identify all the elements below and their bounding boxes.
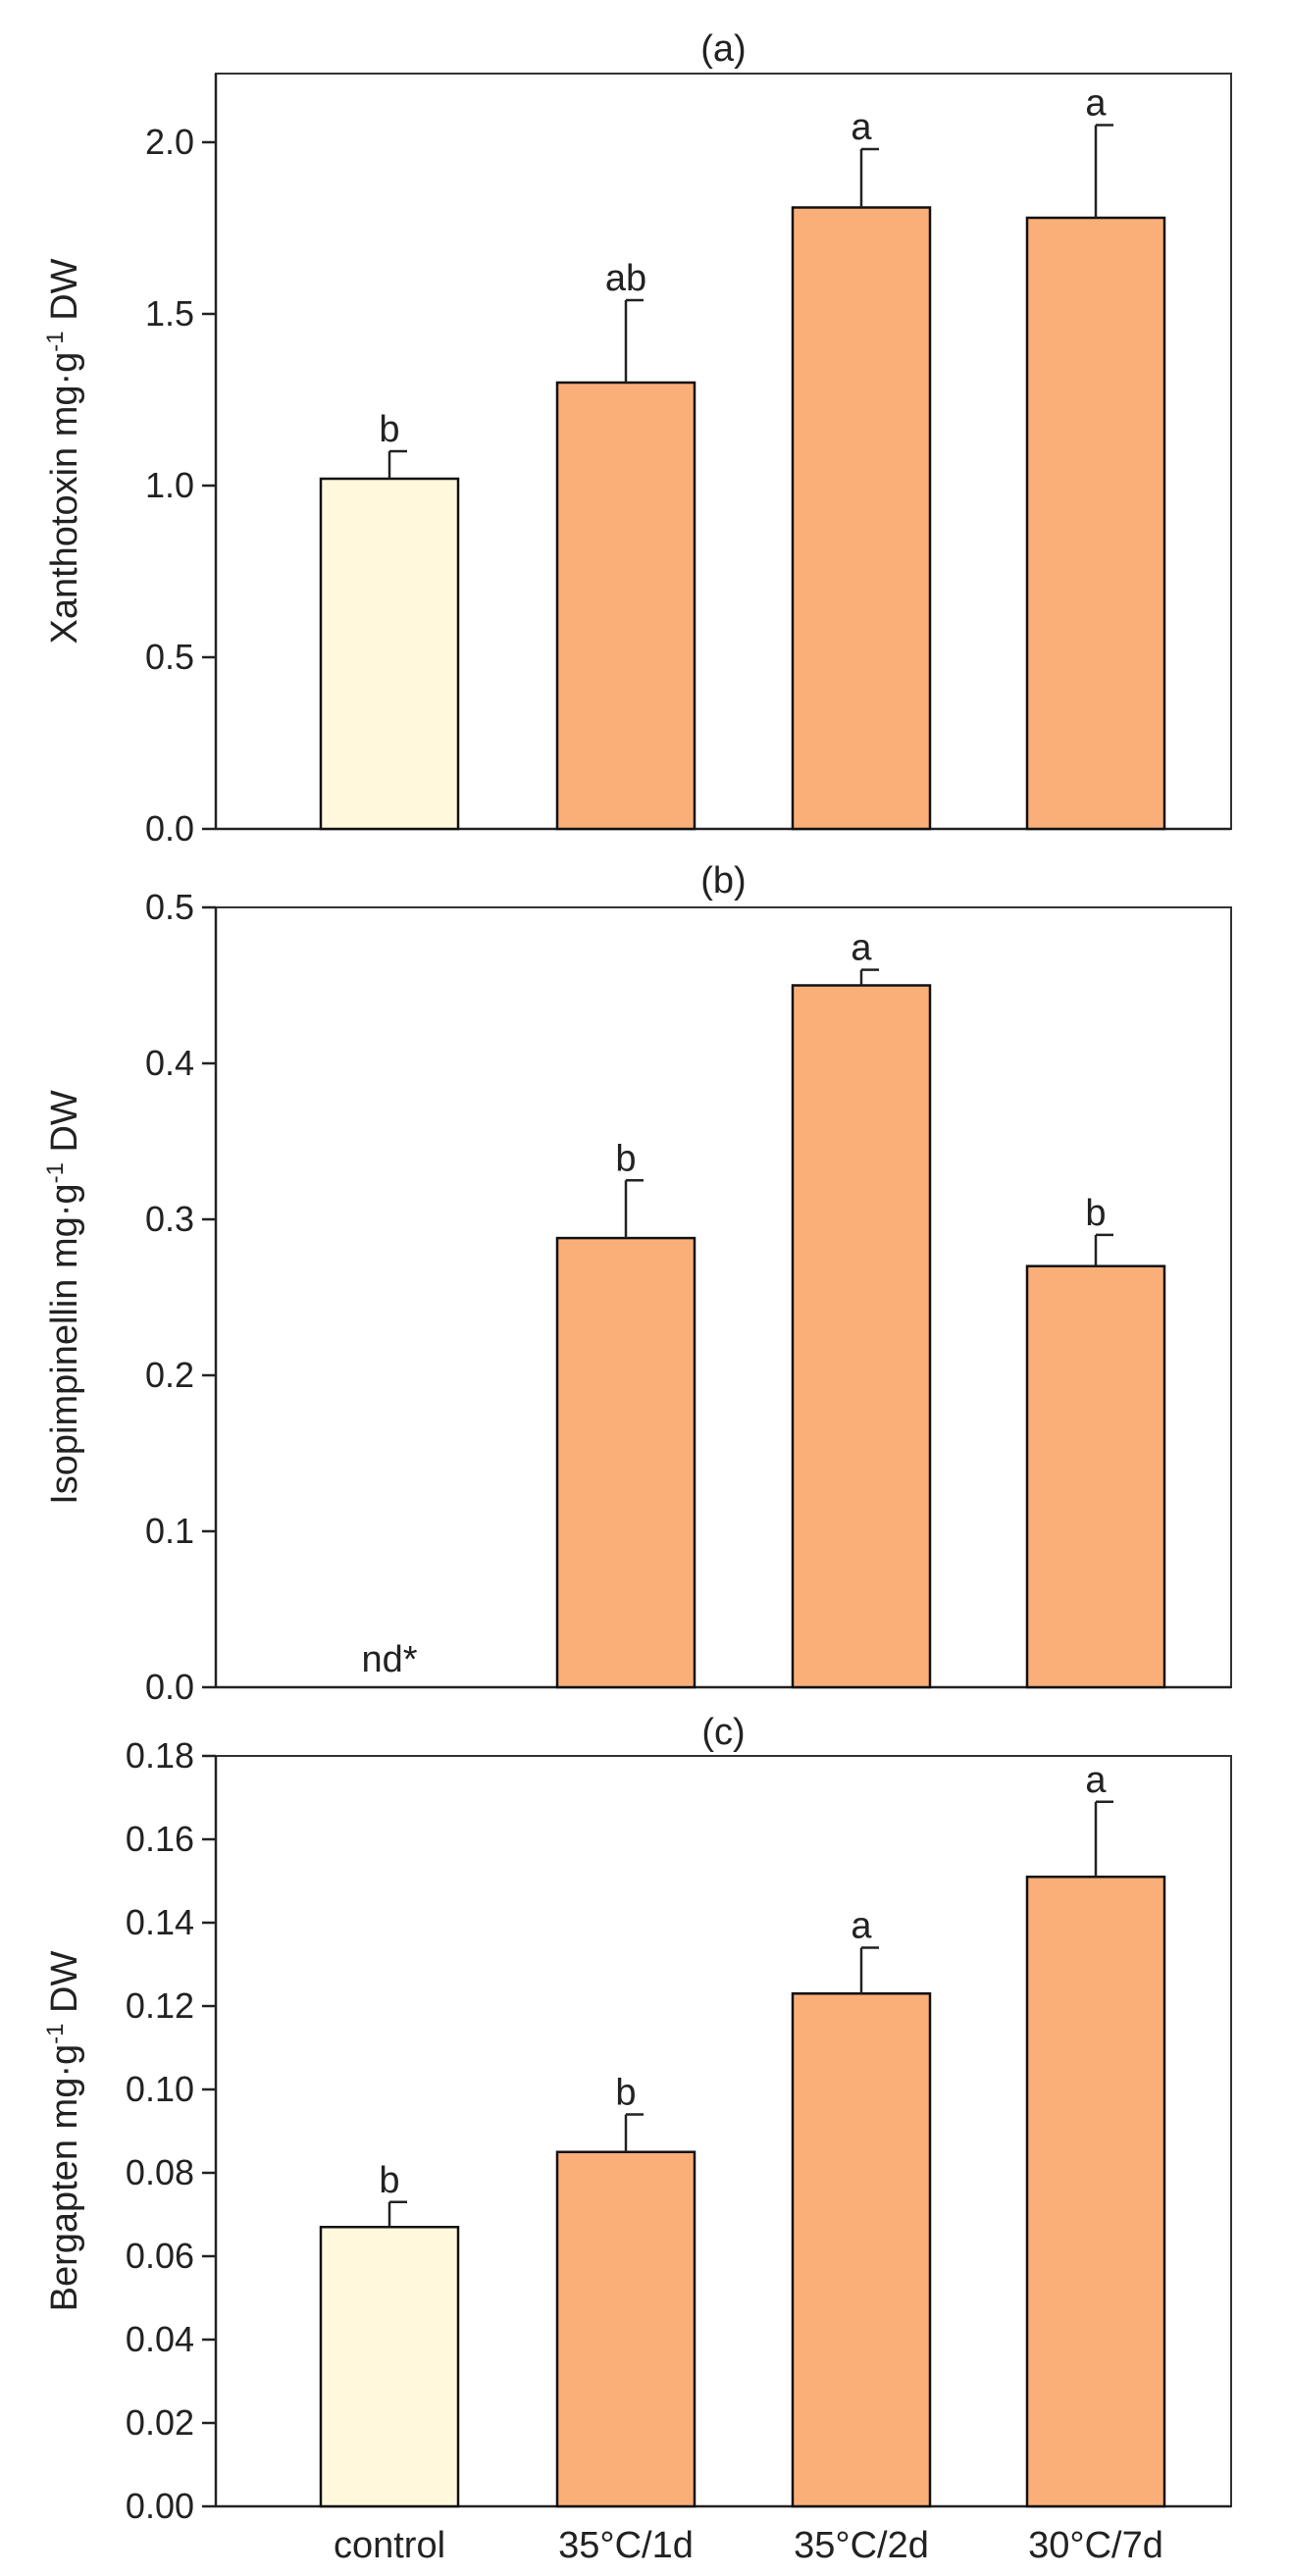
significance-label-0: b [379,2160,399,2201]
bar-0 [319,2226,460,2508]
chart-panel-2: (c) 0.00 0.02 0.04 0.06 0.08 0.10 0.12 0.14 0.16 0… [42,1712,1232,2526]
bar-1 [555,2150,697,2508]
chart-panel-0: (a) 0.0 0.5 1.0 1.5 2.0 Xanthotoxin mg·g-1 DW b… [42,28,1232,849]
y-tick-label: 0.18 [126,1735,194,1776]
panel-title: (c) [701,1712,745,1753]
y-tick-label: 0.12 [126,1985,194,2026]
bar-1 [555,381,697,831]
y-axis-title-main: Bergapten mg·g [44,2044,85,2312]
y-tick-label: 0.1 [145,1511,194,1551]
significance-label-2: a [851,928,872,969]
bar-3 [1025,1264,1166,1689]
chart-panel-1: (b) 0.0 0.1 0.2 0.3 0.4 0.5 Isopimpinellin mg·g… [42,860,1232,1707]
y-tick-label: 0.10 [126,2069,194,2109]
significance-label-2: a [851,1906,872,1947]
y-tick-label: 0.4 [145,1043,194,1083]
panel-title: (a) [700,28,746,70]
significance-label-1: b [615,2073,636,2114]
bar-2 [791,1992,932,2508]
y-axis-title-unit: DW [44,258,85,331]
y-tick-label: 0.04 [126,2319,194,2359]
y-axis-title-unit: DW [44,1951,85,2024]
y-tick-label: 0.2 [145,1355,194,1395]
y-tick-label: 0.0 [145,1667,194,1707]
significance-label-1: ab [605,258,646,299]
y-axis-title-superscript: -1 [42,1162,69,1183]
y-tick-label: 0.5 [145,887,194,927]
bar-2 [791,984,932,1689]
significance-label-2: a [851,107,872,148]
significance-label-3: a [1085,83,1107,125]
significance-label-3: a [1085,1760,1107,1801]
y-tick-label: 2.0 [145,122,194,162]
y-tick-label: 0.16 [126,1819,194,1859]
y-tick-label: 0.00 [126,2486,194,2526]
bar-0 [319,477,460,831]
y-tick-label: 1.0 [145,465,194,505]
bar-3 [1025,216,1166,831]
y-axis-title: Xanthotoxin mg·g-1 DW [42,258,85,644]
y-tick-label: 0.5 [145,637,194,677]
y-axis-title-main: Xanthotoxin mg·g [44,352,85,644]
y-tick-label: 1.5 [145,293,194,334]
y-axis-title: Isopimpinellin mg·g-1 DW [42,1090,85,1505]
bar-3 [1025,1876,1166,2508]
y-axis-title: Bergapten mg·g-1 DW [42,1951,85,2312]
y-tick-label: 0.14 [126,1902,194,1942]
not-detected-label: nd* [361,1639,417,1680]
y-tick-label: 0.0 [145,808,194,849]
bar-2 [791,206,932,831]
y-tick-label: 0.08 [126,2152,194,2192]
significance-label-1: b [615,1138,636,1179]
x-category-label: 30°C/7d [1028,2525,1163,2566]
x-category-label: 35°C/1d [558,2525,694,2566]
x-category-label: 35°C/2d [794,2525,929,2566]
y-axis-title-superscript: -1 [42,331,69,351]
significance-label-3: b [1085,1193,1106,1234]
y-axis-title-superscript: -1 [42,2024,69,2044]
bar-1 [555,1236,697,1689]
panel-title: (b) [700,860,746,902]
y-axis-title-main: Isopimpinellin mg·g [44,1183,85,1504]
x-category-label: control [334,2525,445,2566]
y-tick-label: 0.02 [126,2402,194,2443]
y-tick-label: 0.06 [126,2236,194,2276]
y-axis-title-unit: DW [44,1090,85,1162]
significance-label-0: b [379,409,399,450]
y-tick-label: 0.3 [145,1199,194,1239]
